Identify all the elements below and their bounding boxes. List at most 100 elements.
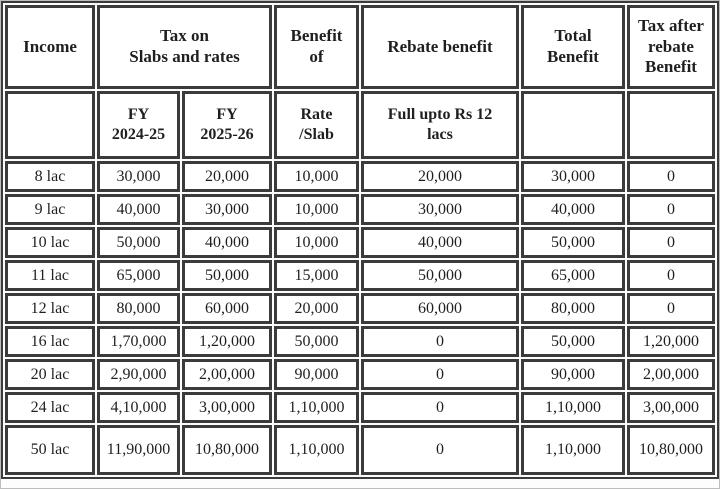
header-tax-on-slabs-line1: Tax on [160,26,209,46]
cell-rebate-benefit: 50,000 [361,260,519,291]
cell-income: 24 lac [5,392,95,423]
cell-income: 11 lac [5,260,95,291]
cell-income: 20 lac [5,359,95,390]
cell-total-benefit: 90,000 [521,359,625,390]
cell-total-benefit: 30,000 [521,161,625,192]
subheader-fy-2024-25-line1: FY [127,106,150,124]
cell-fy-2025-26: 10,80,000 [182,425,272,475]
cell-tax-after-rebate: 0 [627,161,715,192]
cell-rebate-benefit: 20,000 [361,161,519,192]
cell-rebate-benefit: 0 [361,425,519,475]
cell-income: 50 lac [5,425,95,475]
subheader-rate-slab: Rate /Slab [274,91,359,159]
cell-rate-slab: 15,000 [274,260,359,291]
cell-total-benefit: 50,000 [521,326,625,357]
cell-fy-2024-25: 4,10,000 [97,392,180,423]
cell-fy-2024-25: 40,000 [97,194,180,225]
header-benefit-of-line2: of [309,47,324,66]
subheader-rebate-full: Full upto Rs 12 lacs [361,91,519,159]
table-header: Income Tax on Slabs and rates Benefit of… [5,5,715,159]
cell-tax-after-rebate: 2,00,000 [627,359,715,390]
cell-fy-2025-26: 20,000 [182,161,272,192]
cell-tax-after-rebate: 0 [627,227,715,258]
subheader-rate-slab-line2: /Slab [299,126,334,143]
header-rebate-benefit: Rebate benefit [361,5,519,89]
cell-tax-after-rebate: 1,20,000 [627,326,715,357]
header-row: Income Tax on Slabs and rates Benefit of… [5,5,715,89]
table-row: 20 lac 2,90,000 2,00,000 90,000 0 90,000… [5,359,715,390]
tax-benefit-table: Income Tax on Slabs and rates Benefit of… [1,1,719,479]
subheader-empty-tax-after [627,91,715,159]
cell-rate-slab: 50,000 [274,326,359,357]
table-row: 10 lac 50,000 40,000 10,000 40,000 50,00… [5,227,715,258]
cell-fy-2025-26: 50,000 [182,260,272,291]
cell-fy-2025-26: 40,000 [182,227,272,258]
cell-total-benefit: 40,000 [521,194,625,225]
cell-total-benefit: 65,000 [521,260,625,291]
cell-fy-2025-26: 1,20,000 [182,326,272,357]
header-total-benefit-line1: Total [554,26,592,46]
subheader-row: FY 2024-25 FY 2025-26 Rate /Slab Full up… [5,91,715,159]
cell-rebate-benefit: 0 [361,326,519,357]
table-row: 11 lac 65,000 50,000 15,000 50,000 65,00… [5,260,715,291]
cell-rate-slab: 20,000 [274,293,359,324]
subheader-rebate-full-line2: lacs [427,126,453,143]
subheader-fy-2024-25-line2: 2024-25 [111,126,166,143]
cell-rate-slab: 10,000 [274,161,359,192]
header-tax-after-rebate-line1: Tax after [638,15,704,35]
cell-tax-after-rebate: 0 [627,194,715,225]
header-tax-on-slabs-line2: Slabs and rates [129,47,240,66]
header-total-benefit-line2: Benefit [547,47,599,66]
cell-rate-slab: 90,000 [274,359,359,390]
cell-fy-2024-25: 2,90,000 [97,359,180,390]
subheader-fy-2024-25: FY 2024-25 [97,91,180,159]
cell-rate-slab: 10,000 [274,194,359,225]
subheader-fy-2025-26: FY 2025-26 [182,91,272,159]
cell-rebate-benefit: 30,000 [361,194,519,225]
table-row: 16 lac 1,70,000 1,20,000 50,000 0 50,000… [5,326,715,357]
cell-tax-after-rebate: 0 [627,293,715,324]
cell-rate-slab: 1,10,000 [274,392,359,423]
cell-fy-2024-25: 50,000 [97,227,180,258]
table-row: 12 lac 80,000 60,000 20,000 60,000 80,00… [5,293,715,324]
cell-fy-2024-25: 65,000 [97,260,180,291]
table-row: 8 lac 30,000 20,000 10,000 20,000 30,000… [5,161,715,192]
subheader-rebate-full-line1: Full upto Rs 12 [387,106,493,124]
header-total-benefit: Total Benefit [521,5,625,89]
cell-fy-2025-26: 2,00,000 [182,359,272,390]
cell-tax-after-rebate: 3,00,000 [627,392,715,423]
cell-fy-2024-25: 11,90,000 [97,425,180,475]
cell-income: 8 lac [5,161,95,192]
table-row: 9 lac 40,000 30,000 10,000 30,000 40,000… [5,194,715,225]
cell-income: 16 lac [5,326,95,357]
cell-fy-2025-26: 60,000 [182,293,272,324]
table-body: 8 lac 30,000 20,000 10,000 20,000 30,000… [5,161,715,475]
header-income: Income [5,5,95,89]
cell-fy-2024-25: 1,70,000 [97,326,180,357]
table-row: 24 lac 4,10,000 3,00,000 1,10,000 0 1,10… [5,392,715,423]
header-tax-after-rebate: Tax after rebate Benefit [627,5,715,89]
header-benefit-of: Benefit of [274,5,359,89]
header-benefit-of-line1: Benefit [290,26,343,46]
subheader-empty-income [5,91,95,159]
cell-rebate-benefit: 0 [361,359,519,390]
cell-tax-after-rebate: 0 [627,260,715,291]
cell-fy-2024-25: 80,000 [97,293,180,324]
cell-rate-slab: 10,000 [274,227,359,258]
header-tax-after-rebate-line3: Benefit [645,57,697,77]
header-tax-on-slabs: Tax on Slabs and rates [97,5,272,89]
cell-fy-2025-26: 3,00,000 [182,392,272,423]
cell-total-benefit: 1,10,000 [521,392,625,423]
cell-income: 10 lac [5,227,95,258]
cell-total-benefit: 50,000 [521,227,625,258]
cell-income: 9 lac [5,194,95,225]
cell-rebate-benefit: 40,000 [361,227,519,258]
cell-income: 12 lac [5,293,95,324]
cell-tax-after-rebate: 10,80,000 [627,425,715,475]
cell-total-benefit: 1,10,000 [521,425,625,475]
header-tax-after-rebate-line2: rebate [648,36,694,56]
cell-total-benefit: 80,000 [521,293,625,324]
subheader-fy-2025-26-line1: FY [216,106,238,124]
cell-fy-2024-25: 30,000 [97,161,180,192]
